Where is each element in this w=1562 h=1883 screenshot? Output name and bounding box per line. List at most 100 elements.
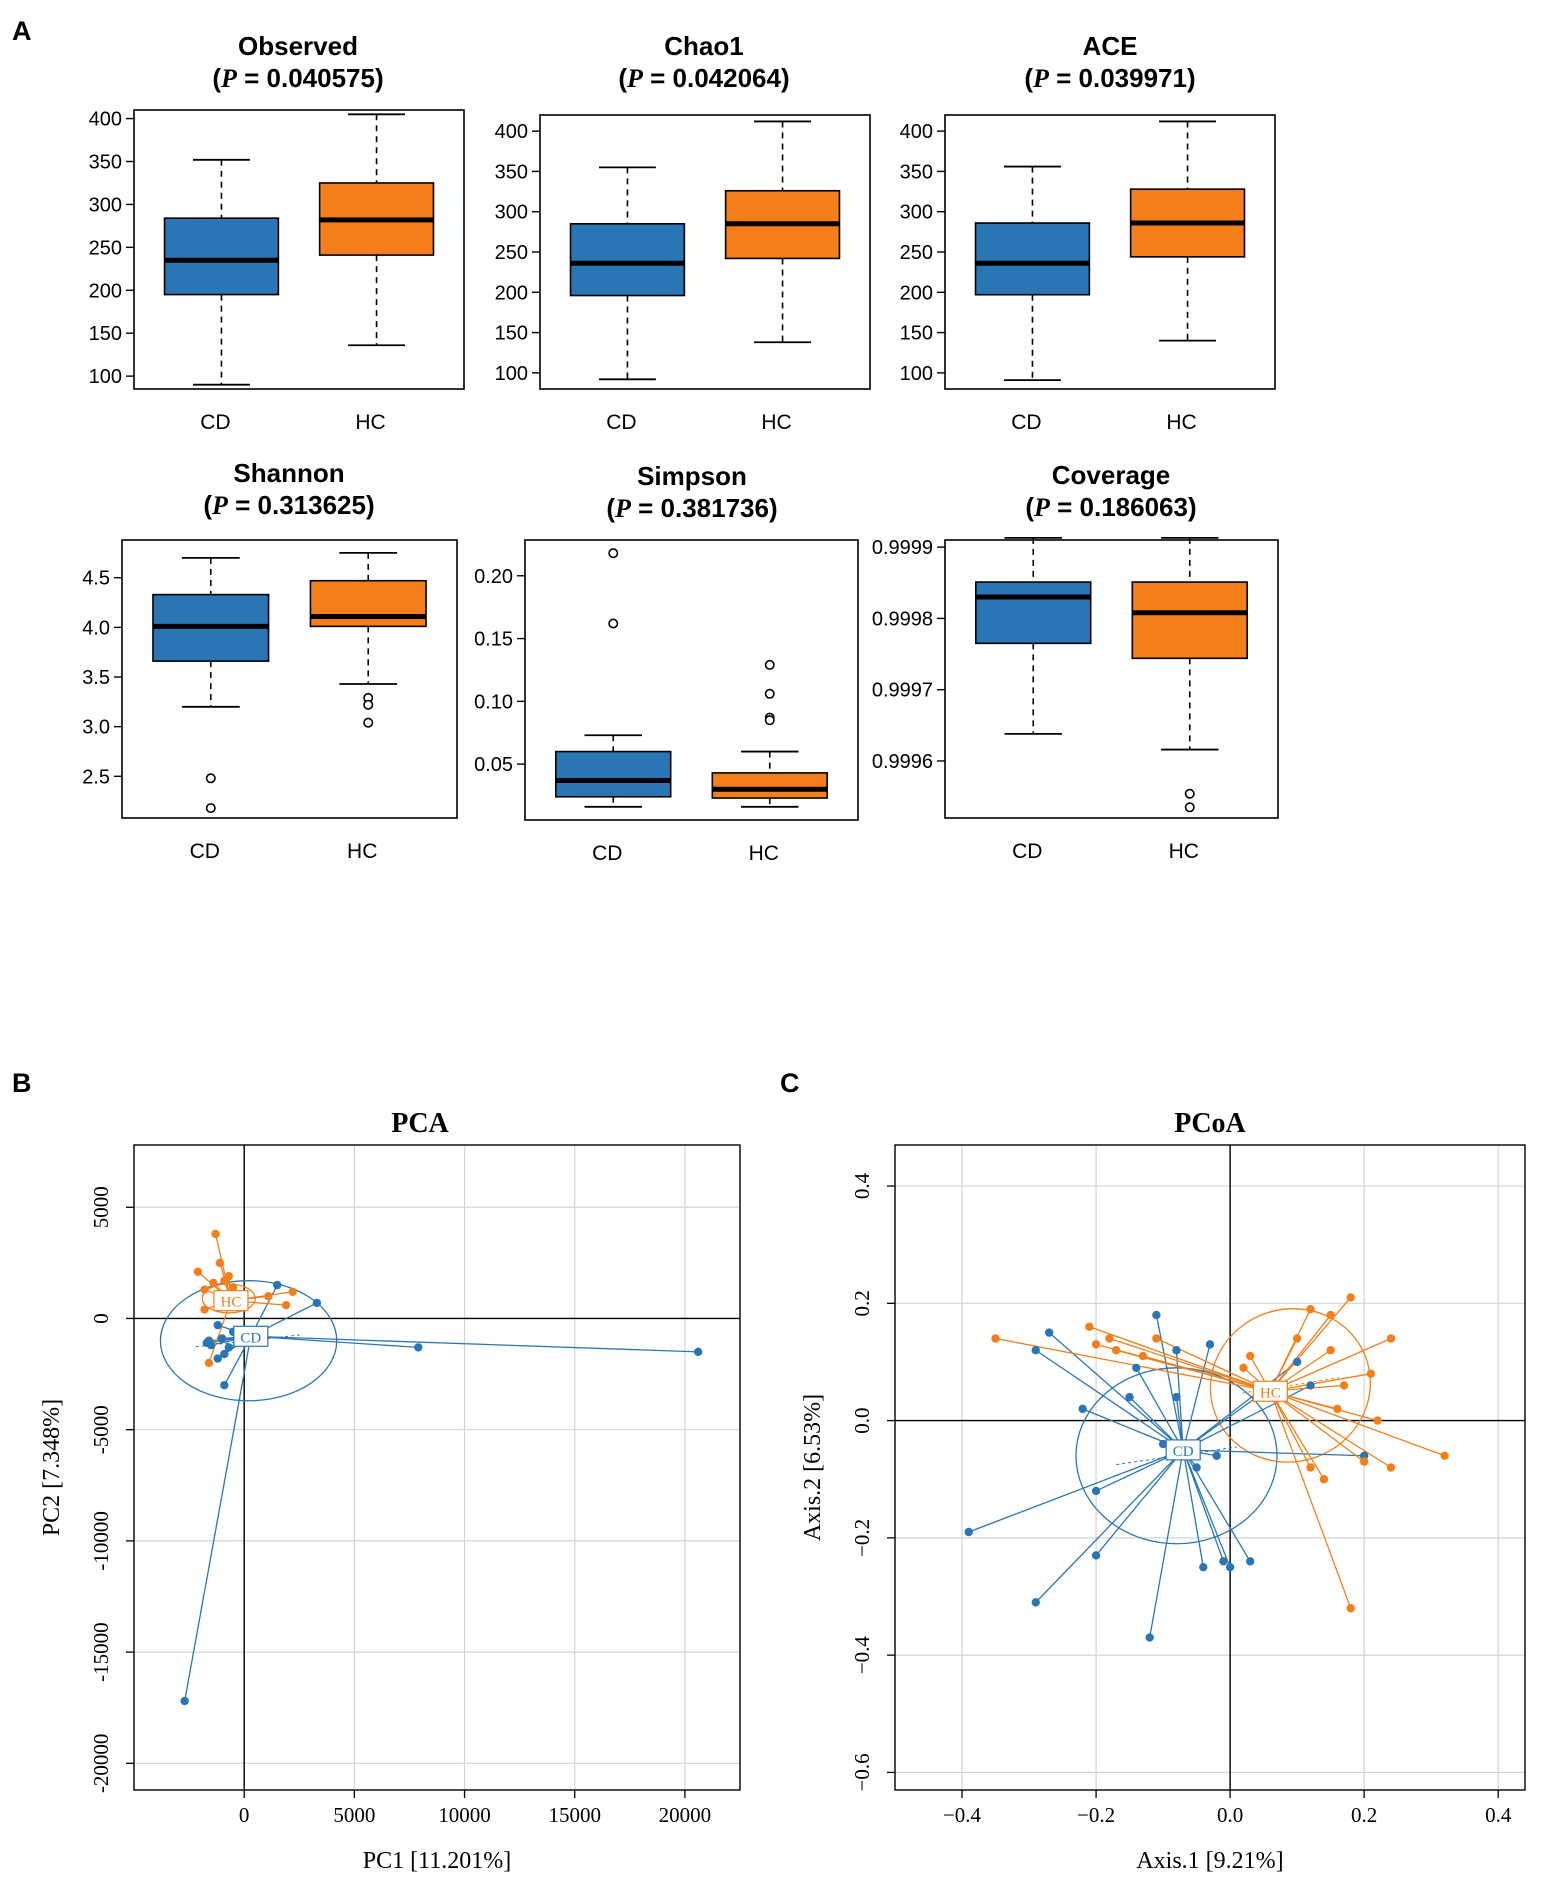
- simpson-y-tick-label: 0.05: [474, 754, 513, 776]
- chao1-boxplot: Chao1(P = 0.042064) 100 150 200 250 300 350 400…: [495, 31, 871, 434]
- pca-cd-point: [202, 1338, 211, 1348]
- pcoa-scatter: PCoA −0.4 −0.2 0.0 0.2 0.4 −0.6 −0.4 −0.2 0.0 0.2 0…: [800, 1108, 1526, 1874]
- pca-hc-point: [200, 1305, 209, 1314]
- pca-x-tick-label: 10000: [438, 1803, 491, 1827]
- pca-y-tick-label: -10000: [89, 1511, 113, 1571]
- observed-p-value-label: (P = 0.040575): [212, 63, 383, 93]
- pcoa-hc-point: [1386, 1463, 1396, 1472]
- pca-cd-spoke: [250, 1335, 699, 1353]
- pcoa-hc-spoke: [1269, 1391, 1352, 1609]
- ace-y-tick-label: 300: [900, 202, 933, 224]
- pca-cd-point: [180, 1696, 189, 1706]
- pcoa-x-tick-label: −0.2: [1077, 1803, 1115, 1827]
- pca-cd-point: [213, 1354, 222, 1363]
- simpson-cd-outlier: [608, 548, 619, 559]
- ace-p-value-label: (P = 0.039971): [1024, 63, 1195, 93]
- pcoa-x-axis-label: Axis.1 [9.21%]: [1136, 1848, 1283, 1874]
- pcoa-hc-point: [1306, 1304, 1315, 1314]
- pca-cd-point: [273, 1280, 282, 1290]
- pcoa-cd-point: [1031, 1598, 1040, 1607]
- simpson-plot-frame: [524, 539, 859, 821]
- pcoa-hc-point: [1138, 1351, 1148, 1361]
- pcoa-cd-centroid-label: CD: [1173, 1444, 1194, 1460]
- shannon-hc-box: [309, 579, 427, 628]
- pcoa-hc-spoke: [1089, 1326, 1271, 1392]
- pcoa-plot-frame: [894, 1144, 1526, 1791]
- simpson-p-value-label: (P = 0.381736): [606, 493, 777, 523]
- pca-hc-point: [224, 1272, 233, 1281]
- pcoa-cd-spoke: [1135, 1367, 1184, 1451]
- pca-hc-point: [228, 1283, 238, 1292]
- chao1-y-tick-label: 150: [495, 323, 528, 345]
- pca-hc-centroid-label: HC: [221, 1295, 242, 1311]
- coverage-y-tick-label: 0.9998: [872, 608, 933, 630]
- observed-y-tick-label: 150: [89, 323, 122, 345]
- pcoa-cd-point: [1205, 1340, 1215, 1349]
- shannon-plot-frame: [121, 539, 458, 819]
- shannon-y-tick-label: 3.0: [82, 717, 110, 739]
- pca-y-axis-label: PC2 [7.348%]: [39, 1399, 65, 1536]
- simpson-y-tick-label: 0.15: [474, 629, 513, 651]
- pcoa-cd-point: [1031, 1346, 1040, 1355]
- pcoa-hc-point: [1440, 1451, 1449, 1460]
- pca-cd-point: [217, 1334, 227, 1343]
- chao1-y-tick-label: 250: [495, 242, 528, 264]
- ace-y-tick-label: 150: [900, 323, 933, 345]
- pcoa-hc-spoke: [1269, 1390, 1325, 1480]
- pcoa-hc-point: [1239, 1363, 1248, 1373]
- pca-hc-point: [193, 1267, 203, 1276]
- shannon-y-tick-label: 2.5: [82, 766, 110, 788]
- simpson-title: Simpson: [637, 461, 747, 491]
- coverage-boxplot: Coverage(P = 0.186063) 0.9996 0.9997 0.9998…: [872, 460, 1279, 863]
- pcoa-x-tick-label: −0.4: [943, 1803, 982, 1827]
- pcoa-hc-ellipse: [1209, 1308, 1372, 1463]
- coverage-hc-box: [1131, 581, 1248, 660]
- coverage-hc-outlier: [1184, 802, 1195, 813]
- pca-cd-point: [224, 1343, 233, 1352]
- pcoa-cd-spoke: [1035, 1349, 1184, 1451]
- pcoa-hc-spoke: [1270, 1337, 1392, 1392]
- shannon-title: Shannon: [233, 458, 344, 488]
- simpson-x-label-hc: HC: [749, 842, 779, 865]
- pcoa-y-tick-label: 0.4: [850, 1172, 874, 1199]
- pca-cd-point: [312, 1298, 322, 1308]
- panel-label-c: C: [780, 1068, 800, 1098]
- pcoa-hc-centroid-box: [1252, 1380, 1288, 1402]
- pcoa-cd-point: [1192, 1463, 1201, 1472]
- pcoa-hc-spoke: [1109, 1337, 1271, 1392]
- simpson-hc-outlier: [764, 659, 775, 670]
- shannon-hc-outlier: [363, 699, 374, 710]
- shannon-x-label-hc: HC: [347, 840, 377, 863]
- observed-y-tick-label: 250: [89, 237, 122, 259]
- pcoa-hc-spoke: [995, 1337, 1271, 1392]
- pcoa-cd-point: [1225, 1562, 1235, 1572]
- chao1-y-tick-label: 400: [495, 121, 528, 143]
- pca-cd-point: [414, 1343, 423, 1352]
- pcoa-y-axis-label: Axis.2 [6.53%]: [800, 1394, 826, 1541]
- pcoa-hc-spoke: [1269, 1314, 1332, 1392]
- pca-title: PCA: [391, 1108, 449, 1139]
- pca-y-tick-label: 5000: [89, 1186, 113, 1228]
- chao1-y-tick-label: 350: [495, 161, 528, 183]
- shannon-y-tick-label: 4.5: [82, 568, 110, 590]
- shannon-y-tick-label: 3.5: [82, 667, 110, 689]
- pcoa-cd-spoke: [1183, 1449, 1365, 1457]
- pcoa-cd-point: [1359, 1451, 1369, 1460]
- observed-plot-frame: [133, 109, 465, 390]
- shannon-x-label-cd: CD: [190, 840, 220, 863]
- observed-y-tick-label: 100: [89, 366, 122, 388]
- simpson-boxplot: Simpson(P = 0.381736) 0.05 0.10 0.15 0.20 CD H…: [474, 461, 859, 865]
- pcoa-cd-spoke: [1182, 1449, 1204, 1568]
- coverage-y-tick-label: 0.9997: [872, 680, 933, 702]
- pcoa-cd-point: [1219, 1557, 1228, 1566]
- pcoa-hc-point: [1292, 1334, 1302, 1343]
- coverage-x-label-cd: CD: [1012, 840, 1042, 863]
- pca-cd-point: [213, 1320, 222, 1330]
- pcoa-hc-point: [1346, 1604, 1355, 1613]
- pcoa-x-tick-label: 0.0: [1217, 1803, 1243, 1827]
- ace-y-tick-label: 200: [900, 282, 933, 304]
- coverage-hc-outlier: [1184, 788, 1195, 799]
- pcoa-cd-point: [1125, 1392, 1134, 1402]
- ace-y-tick-label: 350: [900, 161, 933, 183]
